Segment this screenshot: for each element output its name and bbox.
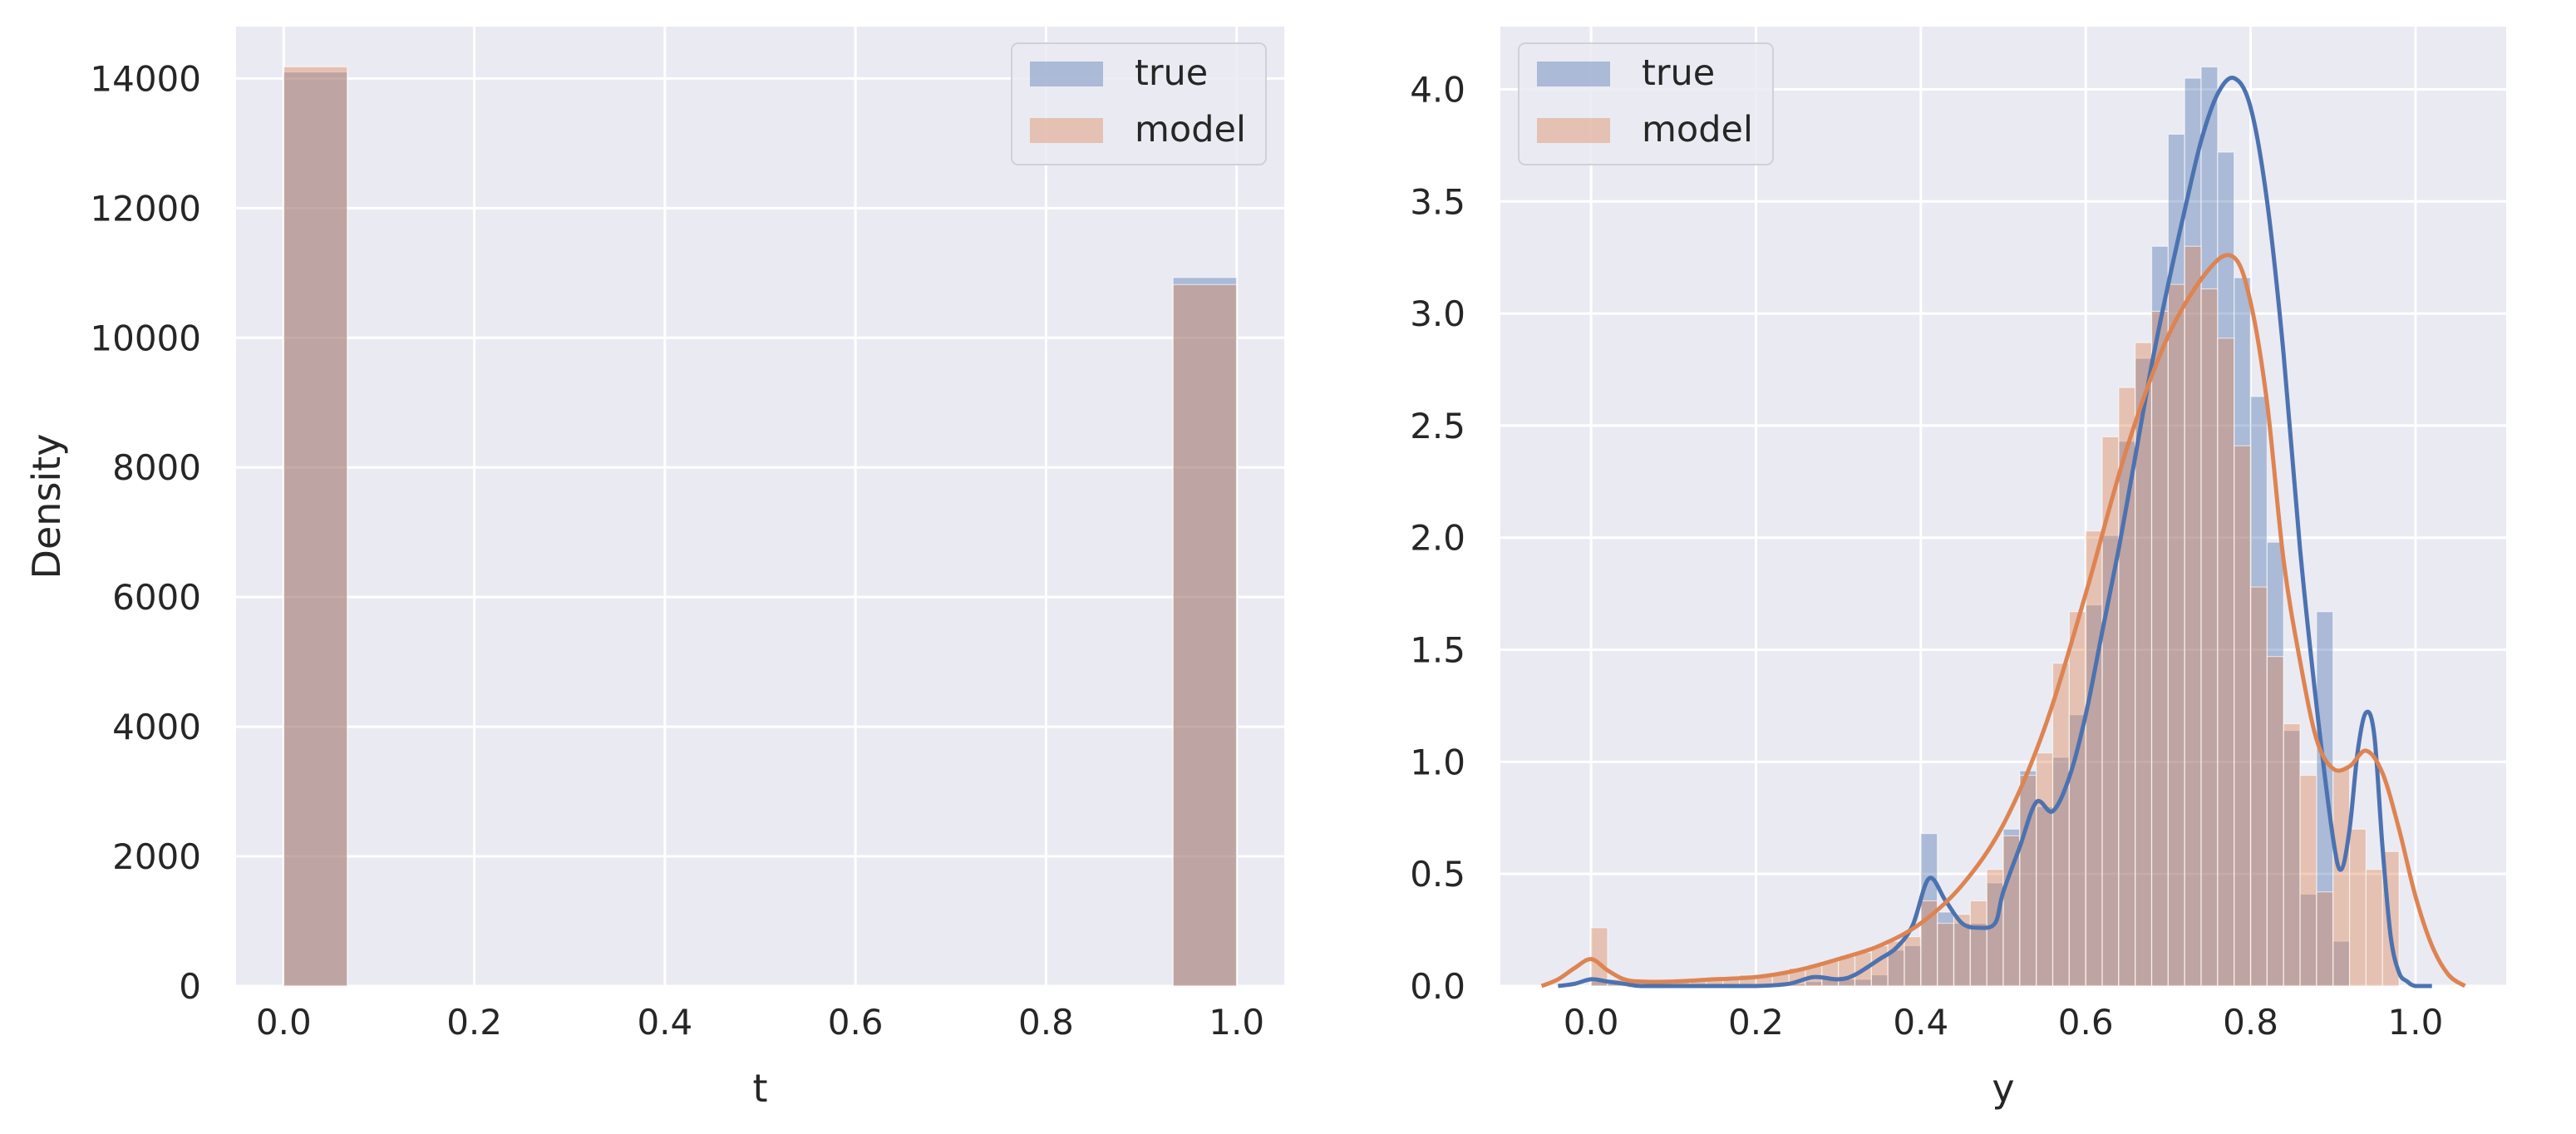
legend-swatch-model bbox=[1030, 118, 1103, 143]
y-tick-label: 12000 bbox=[90, 188, 201, 229]
histogram-bar bbox=[1838, 956, 1856, 987]
histogram-bar bbox=[2348, 828, 2367, 987]
x-axis-label: y bbox=[1992, 1066, 2014, 1111]
histogram-bar bbox=[2332, 767, 2351, 987]
y-tick-label: 2000 bbox=[112, 836, 201, 877]
y-tick-label: 0 bbox=[179, 966, 201, 1007]
x-tick-label: 0.2 bbox=[1728, 1002, 1784, 1043]
histogram-bar bbox=[2365, 869, 2383, 987]
series-true-bars bbox=[1590, 66, 2351, 987]
x-axis-label: t bbox=[752, 1066, 767, 1111]
legend-label-model: model bbox=[1135, 109, 1246, 150]
y-tick-label: 0.0 bbox=[1410, 966, 1465, 1007]
left-histogram-panel: 0.0 0.2 0.4 0.6 0.8 1.0 0 2000 4000 6000 8000 10000… bbox=[24, 27, 1284, 1111]
kde-line-true bbox=[1558, 76, 2432, 989]
legend-swatch-true bbox=[1030, 62, 1103, 86]
histogram-bar bbox=[2266, 656, 2284, 987]
histogram-bar bbox=[2184, 245, 2202, 987]
y-tick-label: 3.0 bbox=[1410, 293, 1465, 334]
y-tick-label: 8000 bbox=[112, 447, 201, 488]
y-tick-label: 2.5 bbox=[1410, 406, 1465, 446]
histogram-bar bbox=[1937, 922, 1955, 987]
histogram-bar bbox=[1870, 944, 1889, 987]
series-true-bars bbox=[283, 71, 1238, 987]
y-tick-label: 2.0 bbox=[1410, 518, 1465, 559]
y-axis-label: Density bbox=[24, 434, 69, 579]
x-tick-label: 0.0 bbox=[256, 1002, 312, 1043]
histogram-bar bbox=[2036, 752, 2054, 987]
x-tick-label: 0.8 bbox=[2223, 1002, 2278, 1043]
legend: true model bbox=[1011, 42, 1267, 165]
x-tick-label: 0.4 bbox=[637, 1002, 692, 1043]
y-tick-label: 1.0 bbox=[1410, 742, 1465, 782]
legend-label-model: model bbox=[1642, 109, 1753, 150]
legend-box bbox=[1011, 42, 1267, 165]
right-histogram-panel: 0.0 0.2 0.4 0.6 0.8 1.0 0.0 0.5 1.0 1.5 2.0 2.5 3.0 3… bbox=[1410, 27, 2506, 1111]
histogram-bar bbox=[283, 66, 348, 987]
x-tick-label: 0.8 bbox=[1018, 1002, 1074, 1043]
y-tick-label: 14000 bbox=[90, 58, 201, 99]
x-tick-label: 1.0 bbox=[2388, 1002, 2444, 1043]
histogram-bar bbox=[2249, 586, 2268, 987]
y-tick-label: 0.5 bbox=[1410, 854, 1465, 895]
histogram-bar bbox=[2150, 310, 2169, 987]
y-tick-label: 10000 bbox=[90, 318, 201, 358]
y-tick-label: 4000 bbox=[112, 707, 201, 747]
histogram-bar bbox=[2085, 530, 2103, 987]
histogram-bar bbox=[2234, 445, 2252, 987]
x-tick-label: 0.6 bbox=[2058, 1002, 2114, 1043]
legend-swatch-true bbox=[1537, 62, 1610, 86]
histogram-bar bbox=[2200, 288, 2219, 987]
histogram-bar bbox=[2316, 891, 2334, 987]
histogram-bar bbox=[2299, 774, 2317, 987]
x-tick-label: 0.0 bbox=[1564, 1002, 1619, 1043]
histogram-bar bbox=[2283, 722, 2301, 987]
x-tick-label: 0.6 bbox=[828, 1002, 884, 1043]
y-tick-label: 3.5 bbox=[1410, 181, 1465, 222]
legend-label-true: true bbox=[1135, 52, 1208, 94]
histogram-bar bbox=[1904, 936, 1922, 987]
legend-swatch-model bbox=[1537, 118, 1610, 143]
histogram-bar bbox=[2217, 338, 2235, 987]
kde-line-model bbox=[1540, 253, 2466, 989]
histogram-bar bbox=[1172, 284, 1238, 987]
y-tick-label: 1.5 bbox=[1410, 630, 1465, 671]
x-tick-label: 0.2 bbox=[446, 1002, 502, 1043]
legend-label-true: true bbox=[1642, 52, 1715, 94]
histogram-bar bbox=[1969, 900, 1987, 987]
y-tick-label: 4.0 bbox=[1410, 69, 1465, 110]
plot-area bbox=[236, 27, 1284, 986]
legend: true model bbox=[1518, 42, 1774, 165]
x-tick-label: 1.0 bbox=[1209, 1002, 1264, 1043]
legend-box bbox=[1518, 42, 1774, 165]
histogram-bar bbox=[2051, 663, 2070, 987]
histogram-bar bbox=[1590, 927, 1608, 987]
y-tick-label: 6000 bbox=[112, 577, 201, 618]
series-model-bars bbox=[283, 66, 1238, 987]
histogram-bar bbox=[2167, 284, 2185, 987]
x-tick-label: 0.4 bbox=[1893, 1002, 1948, 1043]
histogram-bar bbox=[2068, 611, 2086, 987]
